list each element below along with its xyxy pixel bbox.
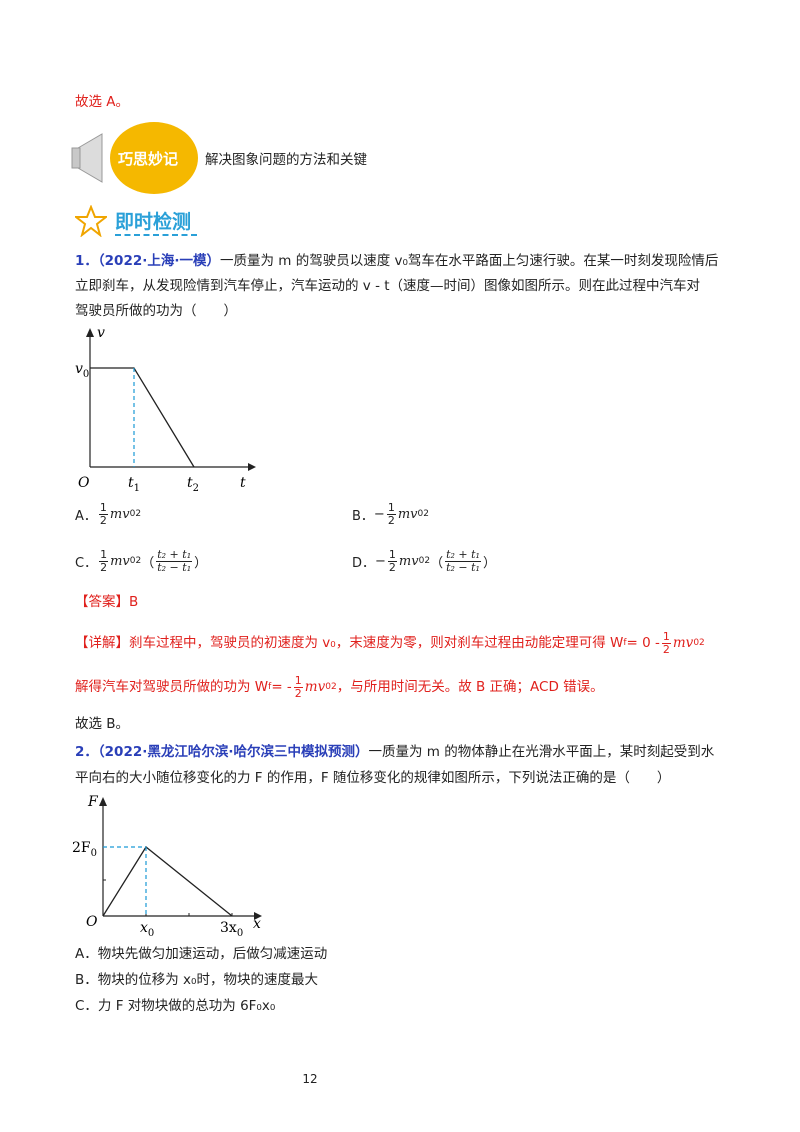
title-underline	[115, 234, 197, 236]
q1-line3: 驾驶员所做的功为（ ）	[75, 303, 237, 319]
q2-line1: 2．（2022·黑龙江哈尔滨·哈尔滨三中模拟预测）一质量为 m 的物体静止在光滑…	[75, 744, 715, 760]
q2-line2: 平向右的大小随位移变化的力 F 的作用，F 随位移变化的规律如图所示，下列说法正…	[75, 770, 671, 786]
x-axis-arrow	[254, 912, 262, 920]
q1-line2: 立即刹车，从发现险情到汽车停止，汽车运动的 v - t（速度—时间）图像如图所示…	[75, 278, 701, 294]
q2-option-c[interactable]: C．力 F 对物块做的总功为 6F₀x₀	[75, 998, 276, 1014]
q2-option-b[interactable]: B．物块的位移为 x₀时，物块的速度最大	[75, 972, 318, 988]
star-icon	[75, 205, 107, 237]
tip-text: 解决图象问题的方法和关键	[205, 152, 367, 168]
x0-label: x0	[140, 920, 154, 939]
y-axis-label: v	[97, 325, 105, 341]
y-axis-label: F	[87, 794, 99, 810]
origin-label: O	[78, 475, 90, 491]
megaphone-icon	[71, 122, 198, 194]
q1-conclusion: 故选 B。	[75, 716, 130, 732]
q2-option-a[interactable]: A．物块先做匀加速运动，后做匀减速运动	[75, 946, 328, 962]
fx-line	[102, 846, 233, 917]
vt-graph: v v0 O t1 t2 t	[75, 325, 256, 494]
q1-detail-line1: 【详解】刹车过程中，驾驶员的初速度为 v₀，末速度为零，则对刹车过程由动能定理可…	[75, 629, 705, 656]
3x0-label: 3x0	[220, 920, 243, 939]
q1-line1: 1．（2022·上海·一模）一质量为 m 的驾驶员以速度 v₀驾车在水平路面上匀…	[75, 253, 719, 269]
q1-answer: 【答案】B	[75, 594, 139, 610]
t2-label: t2	[187, 475, 199, 494]
x-axis-label: t	[240, 475, 246, 491]
section-title: 即时检测	[115, 211, 192, 233]
y-axis-arrow	[99, 797, 107, 806]
vt-line	[90, 367, 195, 468]
fx-graph: F 2F0 O x0 3x0 x	[72, 794, 262, 939]
section-header: 即时检测	[75, 203, 205, 239]
y-axis-arrow	[86, 328, 94, 337]
v0-label: v0	[75, 361, 89, 380]
tip-badge-label: 巧思妙记	[118, 150, 179, 168]
2f0-label: 2F0	[72, 840, 97, 859]
tip-badge: 巧思妙记	[68, 120, 198, 196]
x-axis-label: x	[253, 916, 261, 932]
prev-conclusion: 故选 A。	[75, 94, 130, 110]
x-axis-arrow	[248, 463, 256, 471]
t1-label: t1	[128, 475, 140, 494]
origin-label: O	[86, 914, 98, 930]
page-number: 12	[302, 1072, 318, 1086]
